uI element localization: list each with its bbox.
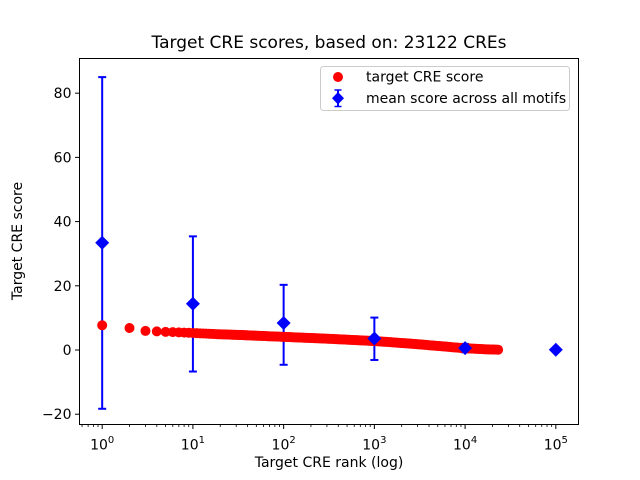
mean-score-diamond: [276, 316, 291, 331]
x-tick-label: 100: [90, 435, 114, 454]
legend-diamond-marker: [332, 92, 344, 105]
mean-score-diamond: [185, 296, 200, 311]
y-tick-label: 40: [54, 215, 72, 231]
x-tick-label: 104: [453, 435, 477, 454]
legend: target CRE score mean score across all m…: [320, 66, 570, 111]
y-tick-label: 20: [54, 279, 72, 295]
y-tick-label: −20: [42, 407, 72, 423]
x-tick-label: 101: [181, 435, 205, 454]
target-score-point: [124, 323, 135, 334]
mean-score-diamond: [548, 342, 563, 357]
chart-title: Target CRE scores, based on: 23122 CREs: [151, 33, 507, 53]
x-tick-label: 105: [544, 435, 568, 454]
x-axis-label: Target CRE rank (log): [254, 455, 404, 471]
legend-label-mean-score: mean score across all motifs: [366, 91, 566, 107]
mean-score-diamond: [458, 341, 473, 356]
y-tick-label: 0: [63, 343, 72, 359]
y-tick-label: 60: [54, 150, 72, 166]
target-score-point: [160, 326, 171, 337]
legend-box: [320, 66, 570, 111]
target-score-point: [140, 325, 151, 336]
target-score-point: [97, 320, 108, 331]
plot-area: 100 101 102 103 104 105 −20 0 20 40 60 80: [42, 58, 579, 454]
y-axis-label: Target CRE score: [10, 182, 26, 301]
mean-score-diamond: [367, 331, 382, 346]
mean-score-diamond: [95, 235, 110, 250]
target-score-point: [151, 326, 162, 337]
legend-circle-marker: [333, 72, 343, 82]
y-tick-label: 80: [54, 86, 72, 102]
x-tick-label: 103: [362, 435, 386, 454]
legend-label-target-score: target CRE score: [366, 70, 483, 86]
legend-handles: [332, 72, 344, 108]
target-score-point: [493, 344, 504, 355]
plot-frame: [79, 58, 579, 425]
x-tick-label: 102: [272, 435, 296, 454]
